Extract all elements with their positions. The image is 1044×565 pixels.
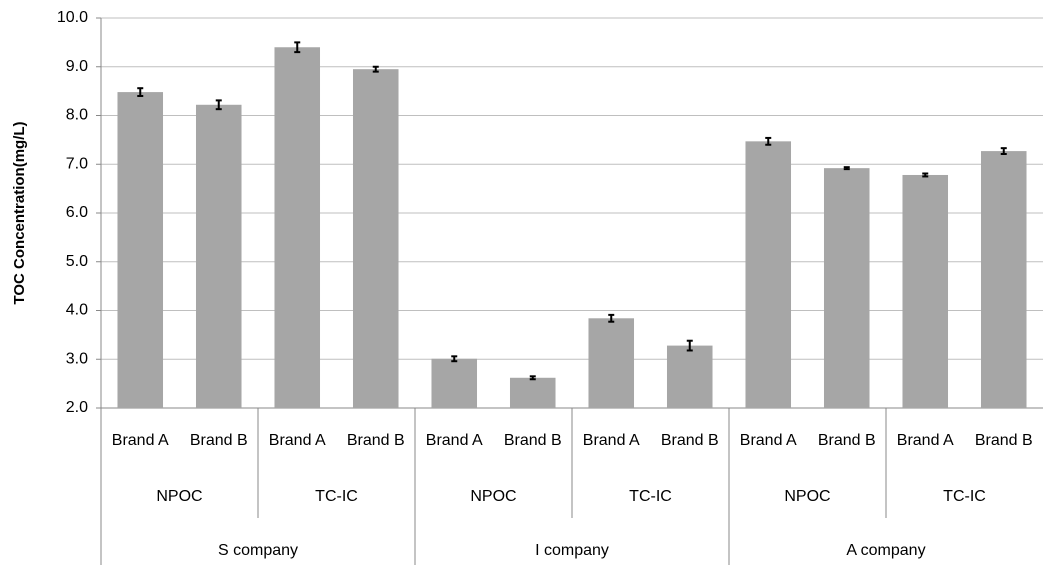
y-tick-label: 7.0 xyxy=(66,155,88,172)
x-tick-label: Brand A xyxy=(269,432,326,449)
bar xyxy=(274,47,321,408)
y-tick-label: 3.0 xyxy=(66,350,88,367)
error-bar xyxy=(765,136,772,146)
bar xyxy=(666,345,713,408)
group-label: S company xyxy=(218,542,298,559)
x-tick-label: Brand A xyxy=(740,432,797,449)
x-tick-label: Brand A xyxy=(897,432,954,449)
bar xyxy=(823,168,870,408)
x-tick-label: Brand B xyxy=(818,432,876,449)
x-tick-label: Brand B xyxy=(504,432,562,449)
x-tick-label: Brand A xyxy=(112,432,169,449)
bar xyxy=(980,151,1027,408)
error-bar xyxy=(137,87,144,97)
x-tick-label: Brand A xyxy=(583,432,640,449)
group-label: A company xyxy=(846,542,925,559)
y-tick-label: 5.0 xyxy=(66,253,88,270)
x-tick-label: Brand B xyxy=(975,432,1033,449)
error-bar xyxy=(922,172,929,178)
error-bar xyxy=(1000,147,1007,156)
error-bar xyxy=(843,166,850,171)
bar xyxy=(902,174,949,408)
subgroup-label: TC-IC xyxy=(315,488,358,505)
y-tick-label: 6.0 xyxy=(66,204,88,221)
x-tick-label: Brand B xyxy=(190,432,248,449)
subgroup-label: NPOC xyxy=(784,488,830,505)
y-tick-label: 10.0 xyxy=(57,9,88,26)
subgroup-label: TC-IC xyxy=(943,488,986,505)
bar xyxy=(195,104,242,409)
y-tick-label: 2.0 xyxy=(66,399,88,416)
y-axis-label: TOC Concentration(mg/L) xyxy=(11,121,28,304)
y-tick-label: 8.0 xyxy=(66,107,88,124)
bar xyxy=(431,358,478,408)
bar xyxy=(117,92,164,408)
subgroup-label: NPOC xyxy=(470,488,516,505)
y-tick-label: 9.0 xyxy=(66,58,88,75)
bar xyxy=(588,318,635,408)
x-tick-label: Brand B xyxy=(347,432,405,449)
x-tick-label: Brand A xyxy=(426,432,483,449)
y-tick-label: 4.0 xyxy=(66,302,88,319)
x-tick-label: Brand B xyxy=(661,432,719,449)
error-bar xyxy=(451,355,458,363)
error-bar xyxy=(215,99,222,111)
subgroup-label: NPOC xyxy=(156,488,202,505)
subgroup-label: TC-IC xyxy=(629,488,672,505)
error-bar xyxy=(294,41,301,54)
error-bar xyxy=(608,313,615,323)
group-label: I company xyxy=(535,542,609,559)
error-bar xyxy=(529,375,536,381)
bar xyxy=(745,141,792,408)
error-bar xyxy=(686,339,693,352)
bar xyxy=(352,69,399,408)
error-bar xyxy=(372,65,379,73)
bar xyxy=(509,377,556,408)
